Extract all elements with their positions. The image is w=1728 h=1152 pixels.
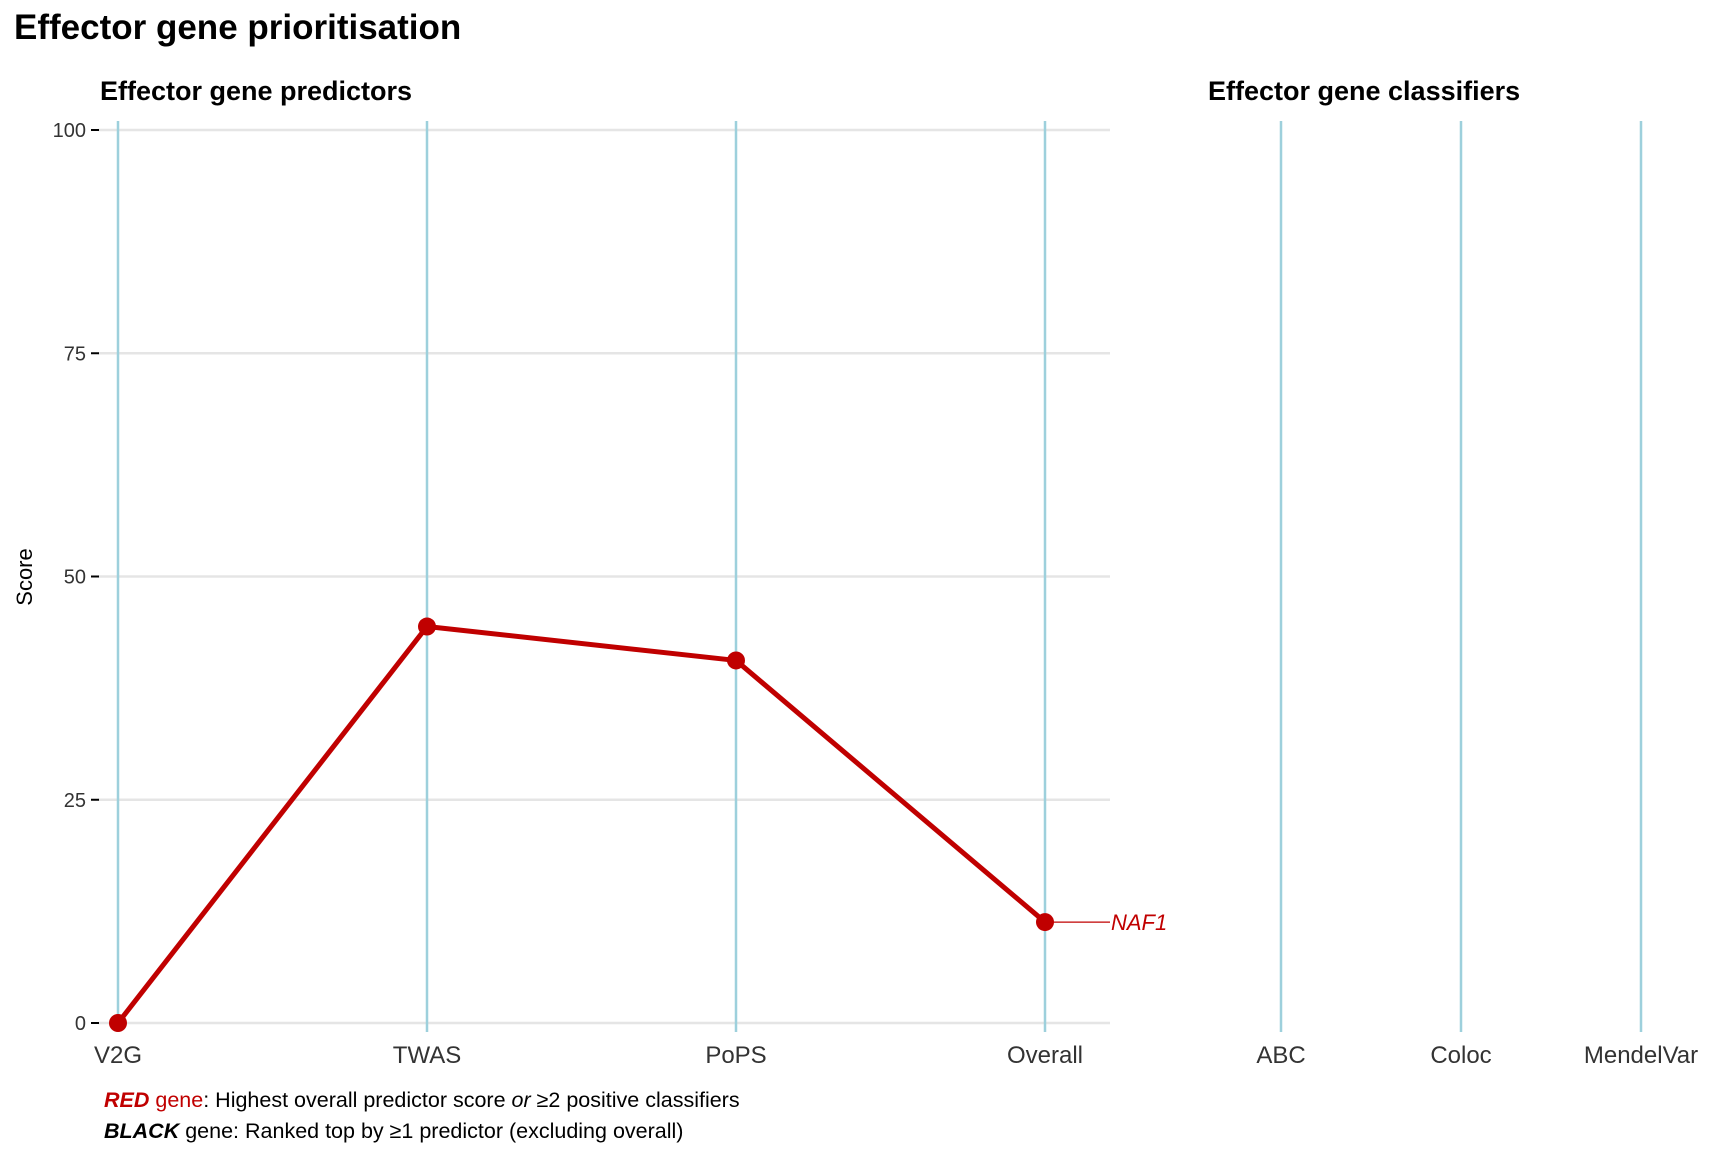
predictor-panel-title: Effector gene predictors	[100, 76, 412, 106]
page-title: Effector gene prioritisation	[14, 8, 462, 47]
caption-red-gene-suffix: gene	[149, 1088, 204, 1112]
caption-black-gene: BLACK gene: Ranked top by ≥1 predictor (…	[104, 1119, 683, 1144]
x-tick-label-v2g: V2G	[94, 1042, 142, 1069]
series-line-naf1	[116, 624, 1047, 1025]
y-axis-label: Score	[12, 548, 37, 605]
caption-black-text: gene: Ranked top by ≥1 predictor (exclud…	[179, 1119, 684, 1143]
classifier-tick-label-coloc: Coloc	[1430, 1042, 1491, 1069]
caption-red-gene: RED gene: Highest overall predictor scor…	[104, 1088, 740, 1113]
classifier-tick-label-mendelvar: MendelVar	[1584, 1042, 1698, 1069]
data-point-pops	[727, 651, 745, 670]
classifier-panel-title: Effector gene classifiers	[1208, 76, 1520, 106]
y-tick-label-0: 0	[75, 1013, 86, 1035]
predictor-panel: Effector gene predictors Score 0 25 50 75 100 V…	[12, 76, 1167, 1069]
classifier-tick-label-abc: ABC	[1256, 1042, 1305, 1069]
data-point-twas	[418, 617, 436, 636]
classifier-panel: Effector gene classifiers ABC Coloc MendelV…	[1208, 76, 1698, 1069]
caption-red-text-a: : Highest overall predictor score	[203, 1088, 512, 1112]
x-tick-label-overall: Overall	[1007, 1042, 1083, 1069]
caption-red-word: RED	[104, 1088, 150, 1112]
y-tick-label-100: 100	[53, 120, 86, 142]
x-tick-label-twas: TWAS	[393, 1042, 461, 1069]
series-label-naf1: NAF1	[1111, 910, 1167, 935]
y-tick-label-75: 75	[64, 343, 86, 365]
y-tick-label-25: 25	[64, 790, 86, 812]
caption-black-word: BLACK	[104, 1119, 180, 1143]
y-tick-label-50: 50	[64, 567, 86, 589]
x-tick-label-pops: PoPS	[705, 1042, 766, 1069]
data-point-v2g	[109, 1014, 127, 1032]
caption-red-or: or	[511, 1088, 531, 1112]
caption-red-text-b: ≥2 positive classifiers	[530, 1088, 740, 1112]
